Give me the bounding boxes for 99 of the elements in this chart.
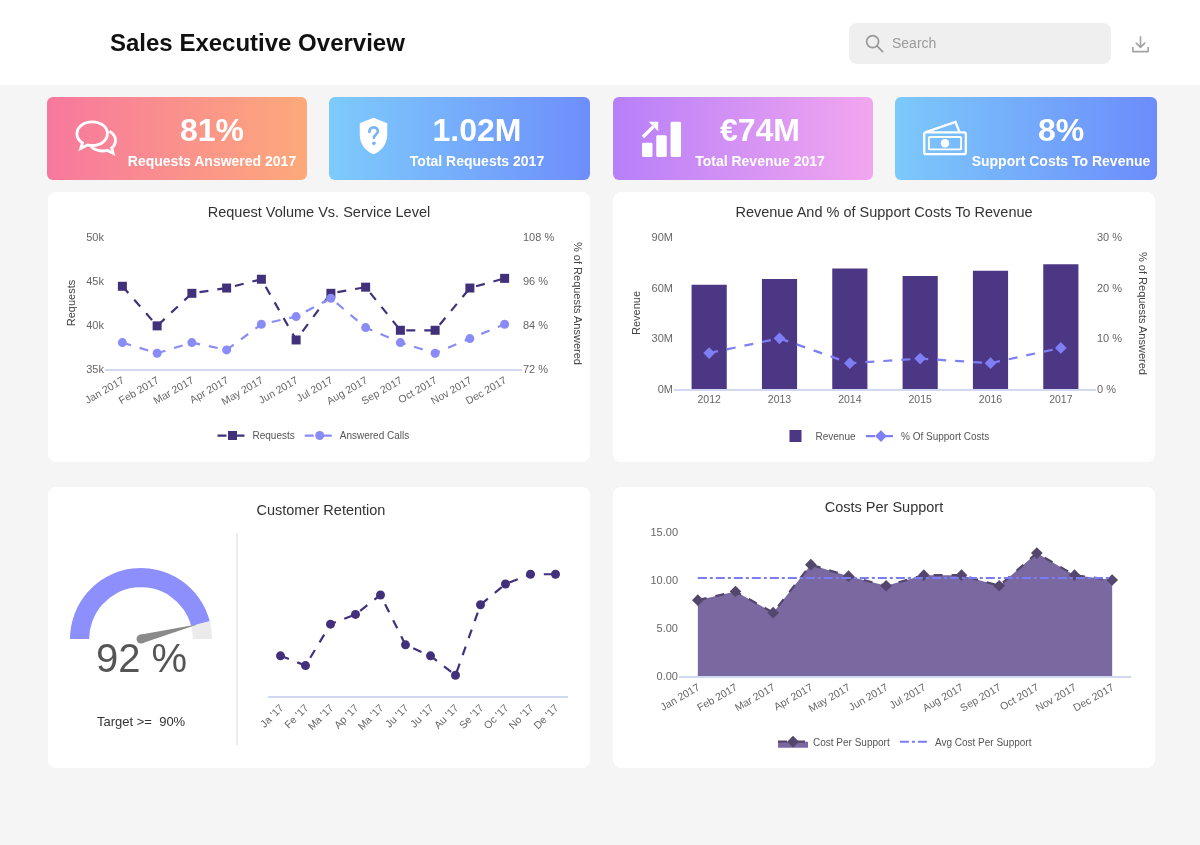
y-axis-title: Requests — [64, 279, 77, 327]
point — [361, 282, 371, 292]
point — [301, 661, 310, 671]
x-tick-label: 2013 — [767, 393, 792, 406]
text: Sales Executive Overview — [110, 28, 405, 58]
legend-label: Avg Cost Per Support — [934, 736, 1032, 748]
chart-title: Costs Per Support — [824, 499, 944, 516]
point — [465, 283, 475, 293]
y2-tick-label: 108 % — [523, 230, 555, 243]
point — [152, 348, 162, 358]
point — [256, 274, 266, 284]
point — [703, 347, 716, 359]
text: 8% — [1037, 111, 1085, 149]
y2-tick-label: 72 % — [523, 362, 549, 375]
legend-label: % Of Support Costs — [900, 431, 990, 443]
point — [152, 321, 162, 331]
y2-axis-title: % of Requests Answered — [572, 242, 584, 365]
y-tick-label: 40k — [86, 318, 105, 331]
bar — [761, 279, 798, 389]
y2-tick-label: 0 % — [1097, 382, 1117, 395]
bar — [1043, 264, 1079, 389]
bar — [972, 270, 1009, 389]
y-tick-label: 45k — [86, 274, 105, 287]
y2-tick-label: 30 % — [1097, 230, 1123, 243]
point — [551, 569, 560, 579]
chart-title: Request Volume Vs. Service Level — [207, 204, 431, 221]
y2-tick-label: 10 % — [1097, 332, 1123, 345]
point — [256, 319, 266, 329]
x-tick-label: 2016 — [978, 393, 1003, 406]
text: Total Revenue 2017 — [695, 152, 825, 170]
point — [376, 590, 385, 600]
point — [222, 283, 232, 293]
legend-label: Cost Per Support — [813, 736, 890, 748]
point — [500, 273, 510, 283]
y-tick-label: 50k — [86, 230, 105, 243]
chart-title: Revenue And % of Support Costs To Revenue — [735, 204, 1033, 221]
point — [465, 334, 475, 344]
legend-label: Answered Calls — [339, 430, 410, 442]
y2-tick-label: 84 % — [523, 318, 549, 331]
point — [526, 569, 535, 579]
text: 92 % — [96, 636, 188, 680]
bar — [902, 276, 938, 389]
point — [843, 357, 856, 370]
y-tick-label: 15.00 — [650, 525, 678, 538]
text: Target >= 90% — [97, 714, 186, 729]
point — [351, 609, 360, 619]
point — [187, 338, 197, 348]
bar — [832, 268, 868, 389]
text: Support Costs To Revenue — [971, 152, 1151, 170]
point — [1054, 342, 1067, 354]
point — [401, 640, 410, 650]
point — [291, 312, 301, 322]
y-tick-label: 5.00 — [656, 621, 678, 634]
chart-title: Customer Retention — [256, 502, 386, 519]
bar — [691, 284, 727, 389]
text: Total Requests 2017 — [409, 152, 545, 170]
legend-label: Revenue — [815, 431, 856, 443]
point — [984, 357, 997, 370]
y2-axis-title: % of Requests Answered — [1137, 252, 1149, 375]
point — [500, 319, 510, 329]
point — [187, 288, 197, 298]
point — [276, 651, 285, 661]
y-axis-title: Revenue — [630, 290, 643, 336]
point — [117, 281, 127, 291]
point — [222, 345, 232, 355]
point — [501, 579, 510, 589]
point — [773, 332, 786, 345]
y2-tick-label: 20 % — [1097, 281, 1123, 294]
x-tick-label: 2017 — [1049, 393, 1073, 406]
point — [914, 352, 927, 365]
point — [426, 651, 435, 661]
point — [395, 325, 405, 335]
y-tick-label: 35k — [86, 362, 105, 375]
point — [451, 670, 460, 680]
y-tick-label: 0.00 — [656, 669, 678, 682]
x-tick-label: 2012 — [697, 393, 722, 406]
y2-tick-label: 96 % — [523, 274, 549, 287]
y-tick-label: 10.00 — [650, 573, 678, 586]
point — [291, 335, 301, 345]
y-tick-label: 30M — [651, 332, 673, 345]
point — [476, 600, 485, 610]
text: 81% — [179, 111, 245, 149]
y-tick-label: 60M — [651, 281, 673, 294]
legend-label: Requests — [252, 430, 295, 442]
x-tick-label: 2014 — [838, 393, 862, 406]
text: €74M — [719, 111, 801, 149]
point — [395, 338, 405, 348]
point — [326, 619, 335, 629]
search-field: Search — [849, 23, 1111, 64]
point — [326, 293, 336, 303]
text: Requests Answered 2017 — [127, 152, 297, 170]
point — [430, 325, 440, 335]
point — [117, 338, 127, 348]
y-tick-label: 0M — [657, 382, 673, 395]
y-tick-label: 90M — [651, 230, 673, 243]
text: 1.02M — [432, 111, 522, 149]
point — [361, 323, 371, 333]
x-tick-label: 2015 — [908, 393, 933, 406]
point — [430, 348, 440, 358]
